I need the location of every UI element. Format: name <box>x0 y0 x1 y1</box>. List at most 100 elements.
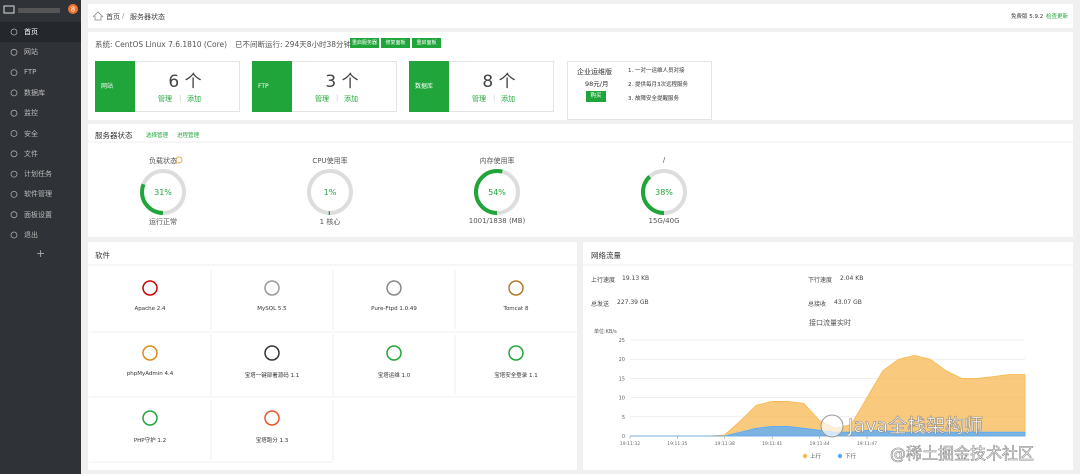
net-title: 网络流量 <box>591 251 621 260</box>
legend-label: 下行 <box>845 452 857 460</box>
software-title: 软件 <box>95 251 110 260</box>
menu-icon <box>10 69 18 76</box>
software-icon <box>264 410 280 426</box>
software-name[interactable]: Apache 2.4 <box>134 306 166 312</box>
menu-item[interactable]: 网站 <box>24 48 38 57</box>
system-button[interactable]: 重启服务器 <box>350 38 379 48</box>
brand-blur <box>18 8 60 13</box>
stat-count: 3 个 <box>325 72 359 92</box>
software-name[interactable]: 宝塔安全登录 1.1 <box>494 373 538 379</box>
menu-icon <box>10 211 18 219</box>
gauge-arc <box>474 169 520 215</box>
y-tick-label: 5 <box>622 415 625 421</box>
software-name[interactable]: Pure-Ftpd 1.0.49 <box>371 306 417 312</box>
enterprise-item: 3. 故障安全提醒服务 <box>628 96 679 102</box>
stat-sep: | <box>336 94 339 102</box>
update-link[interactable]: 检查更新 <box>1046 14 1069 20</box>
gauge-name: 内存使用率 <box>479 157 515 165</box>
enterprise-item: 2. 提供每月3次远程服务 <box>628 82 688 88</box>
stat-manage[interactable]: 管理 <box>158 95 172 103</box>
chart-y-label: 单位:KB/s <box>594 329 617 335</box>
stat-add[interactable]: 添加 <box>501 95 515 103</box>
legend-swatch <box>837 453 843 459</box>
gauge-name: / <box>662 156 666 164</box>
software-icon <box>386 345 402 361</box>
menu-item[interactable]: 软件管理 <box>24 190 52 199</box>
stat-add[interactable]: 添加 <box>344 95 358 103</box>
watermark-sub: @稀土掘金技术社区 <box>890 444 1034 463</box>
x-tick-label: 19:11:35 <box>667 441 687 447</box>
software-name[interactable]: 宝塔一键部署源码 1.1 <box>244 373 300 379</box>
menu-icon <box>10 48 18 56</box>
gauge-arc <box>140 169 186 215</box>
menu-add[interactable]: + <box>36 247 46 260</box>
menu-item[interactable]: 首页 <box>24 28 38 36</box>
software-icon <box>386 280 402 296</box>
net-stat: 上行速度 <box>591 277 616 284</box>
menu-icon <box>10 190 18 198</box>
net-stat: 下行速度 <box>808 277 833 284</box>
menu-item[interactable]: 计划任务 <box>24 170 52 179</box>
software-name[interactable]: Tomcat 8 <box>503 306 529 312</box>
menu-icon <box>10 130 18 137</box>
stat-manage[interactable]: 管理 <box>472 95 486 103</box>
menu-icon <box>10 89 18 97</box>
software-name[interactable]: 宝塔运维 1.0 <box>377 373 411 379</box>
gauge-percent: 54% <box>488 188 506 197</box>
menu-icon <box>10 170 18 178</box>
watermark-icon <box>820 414 844 438</box>
status-link[interactable]: 选择管理 <box>146 133 169 139</box>
stat-manage[interactable]: 管理 <box>315 95 329 103</box>
menu-item[interactable]: 监控 <box>24 109 38 118</box>
x-tick-label: 19:11:41 <box>762 441 782 447</box>
software-name[interactable]: MySQL 5.5 <box>257 306 287 312</box>
menu-item[interactable]: FTP <box>24 67 37 76</box>
software-name[interactable]: phpMyAdmin 4.4 <box>126 371 174 377</box>
menu-item[interactable]: 面板设置 <box>24 210 52 219</box>
header-bar <box>88 4 1073 28</box>
menu-icon <box>10 109 18 117</box>
sidebar <box>0 0 81 474</box>
gauge-percent: 1% <box>324 188 337 197</box>
legend-swatch <box>802 453 808 459</box>
gauge-name: 负载状态 <box>149 157 177 165</box>
system-os: 系统: CentOS Linux 7.6.1810 (Core) <box>95 40 228 49</box>
software-icon <box>142 410 158 426</box>
software-icon <box>508 345 524 361</box>
watermark-main: Java全栈架构师 <box>847 415 983 437</box>
y-tick-label: 20 <box>619 357 625 363</box>
y-tick-label: 0 <box>622 434 625 440</box>
gauge-arc <box>307 169 353 215</box>
software-name[interactable]: PHP守护 1.2 <box>133 438 167 444</box>
software-name[interactable]: 宝塔跑分 1.3 <box>255 438 289 444</box>
menu-item[interactable]: 数据库 <box>24 88 45 97</box>
buy-button[interactable]: 购买 <box>586 91 606 102</box>
stat-add[interactable]: 添加 <box>187 95 201 103</box>
status-link[interactable]: 进程管理 <box>177 133 200 139</box>
menu-item[interactable]: 退出 <box>24 231 38 239</box>
menu-item[interactable]: 安全 <box>24 129 38 138</box>
uptime: 已不间断运行: 294天8小时38分钟 <box>235 40 352 49</box>
stat-count: 8 个 <box>482 72 516 92</box>
software-icon <box>264 345 280 361</box>
breadcrumb[interactable]: 首页 <box>106 13 120 21</box>
stat-count: 6 个 <box>168 72 202 92</box>
legend-label: 上行 <box>810 452 822 460</box>
stat-label: FTP <box>252 61 292 112</box>
enterprise-title: 企业运维版 <box>577 68 612 76</box>
gauge-arc <box>641 169 687 215</box>
status-title: 服务器状态 <box>95 131 133 140</box>
badge: 8 <box>71 6 75 14</box>
gauge-detail: 1001/1838 (MB) <box>468 217 526 225</box>
menu-item[interactable]: 文件 <box>24 149 38 158</box>
net-stat: 2.04 KB <box>840 275 864 282</box>
stat-sep: | <box>179 94 182 102</box>
y-tick-label: 15 <box>619 376 625 382</box>
net-stat: 总发送 <box>591 301 610 308</box>
system-button[interactable]: 修复面板 <box>381 38 410 48</box>
gauge-detail: 15G/40G <box>648 217 680 225</box>
gauge-detail: 运行正常 <box>149 218 177 226</box>
system-button[interactable]: 重启面板 <box>412 38 441 48</box>
stat-label: 数据库 <box>409 61 449 112</box>
